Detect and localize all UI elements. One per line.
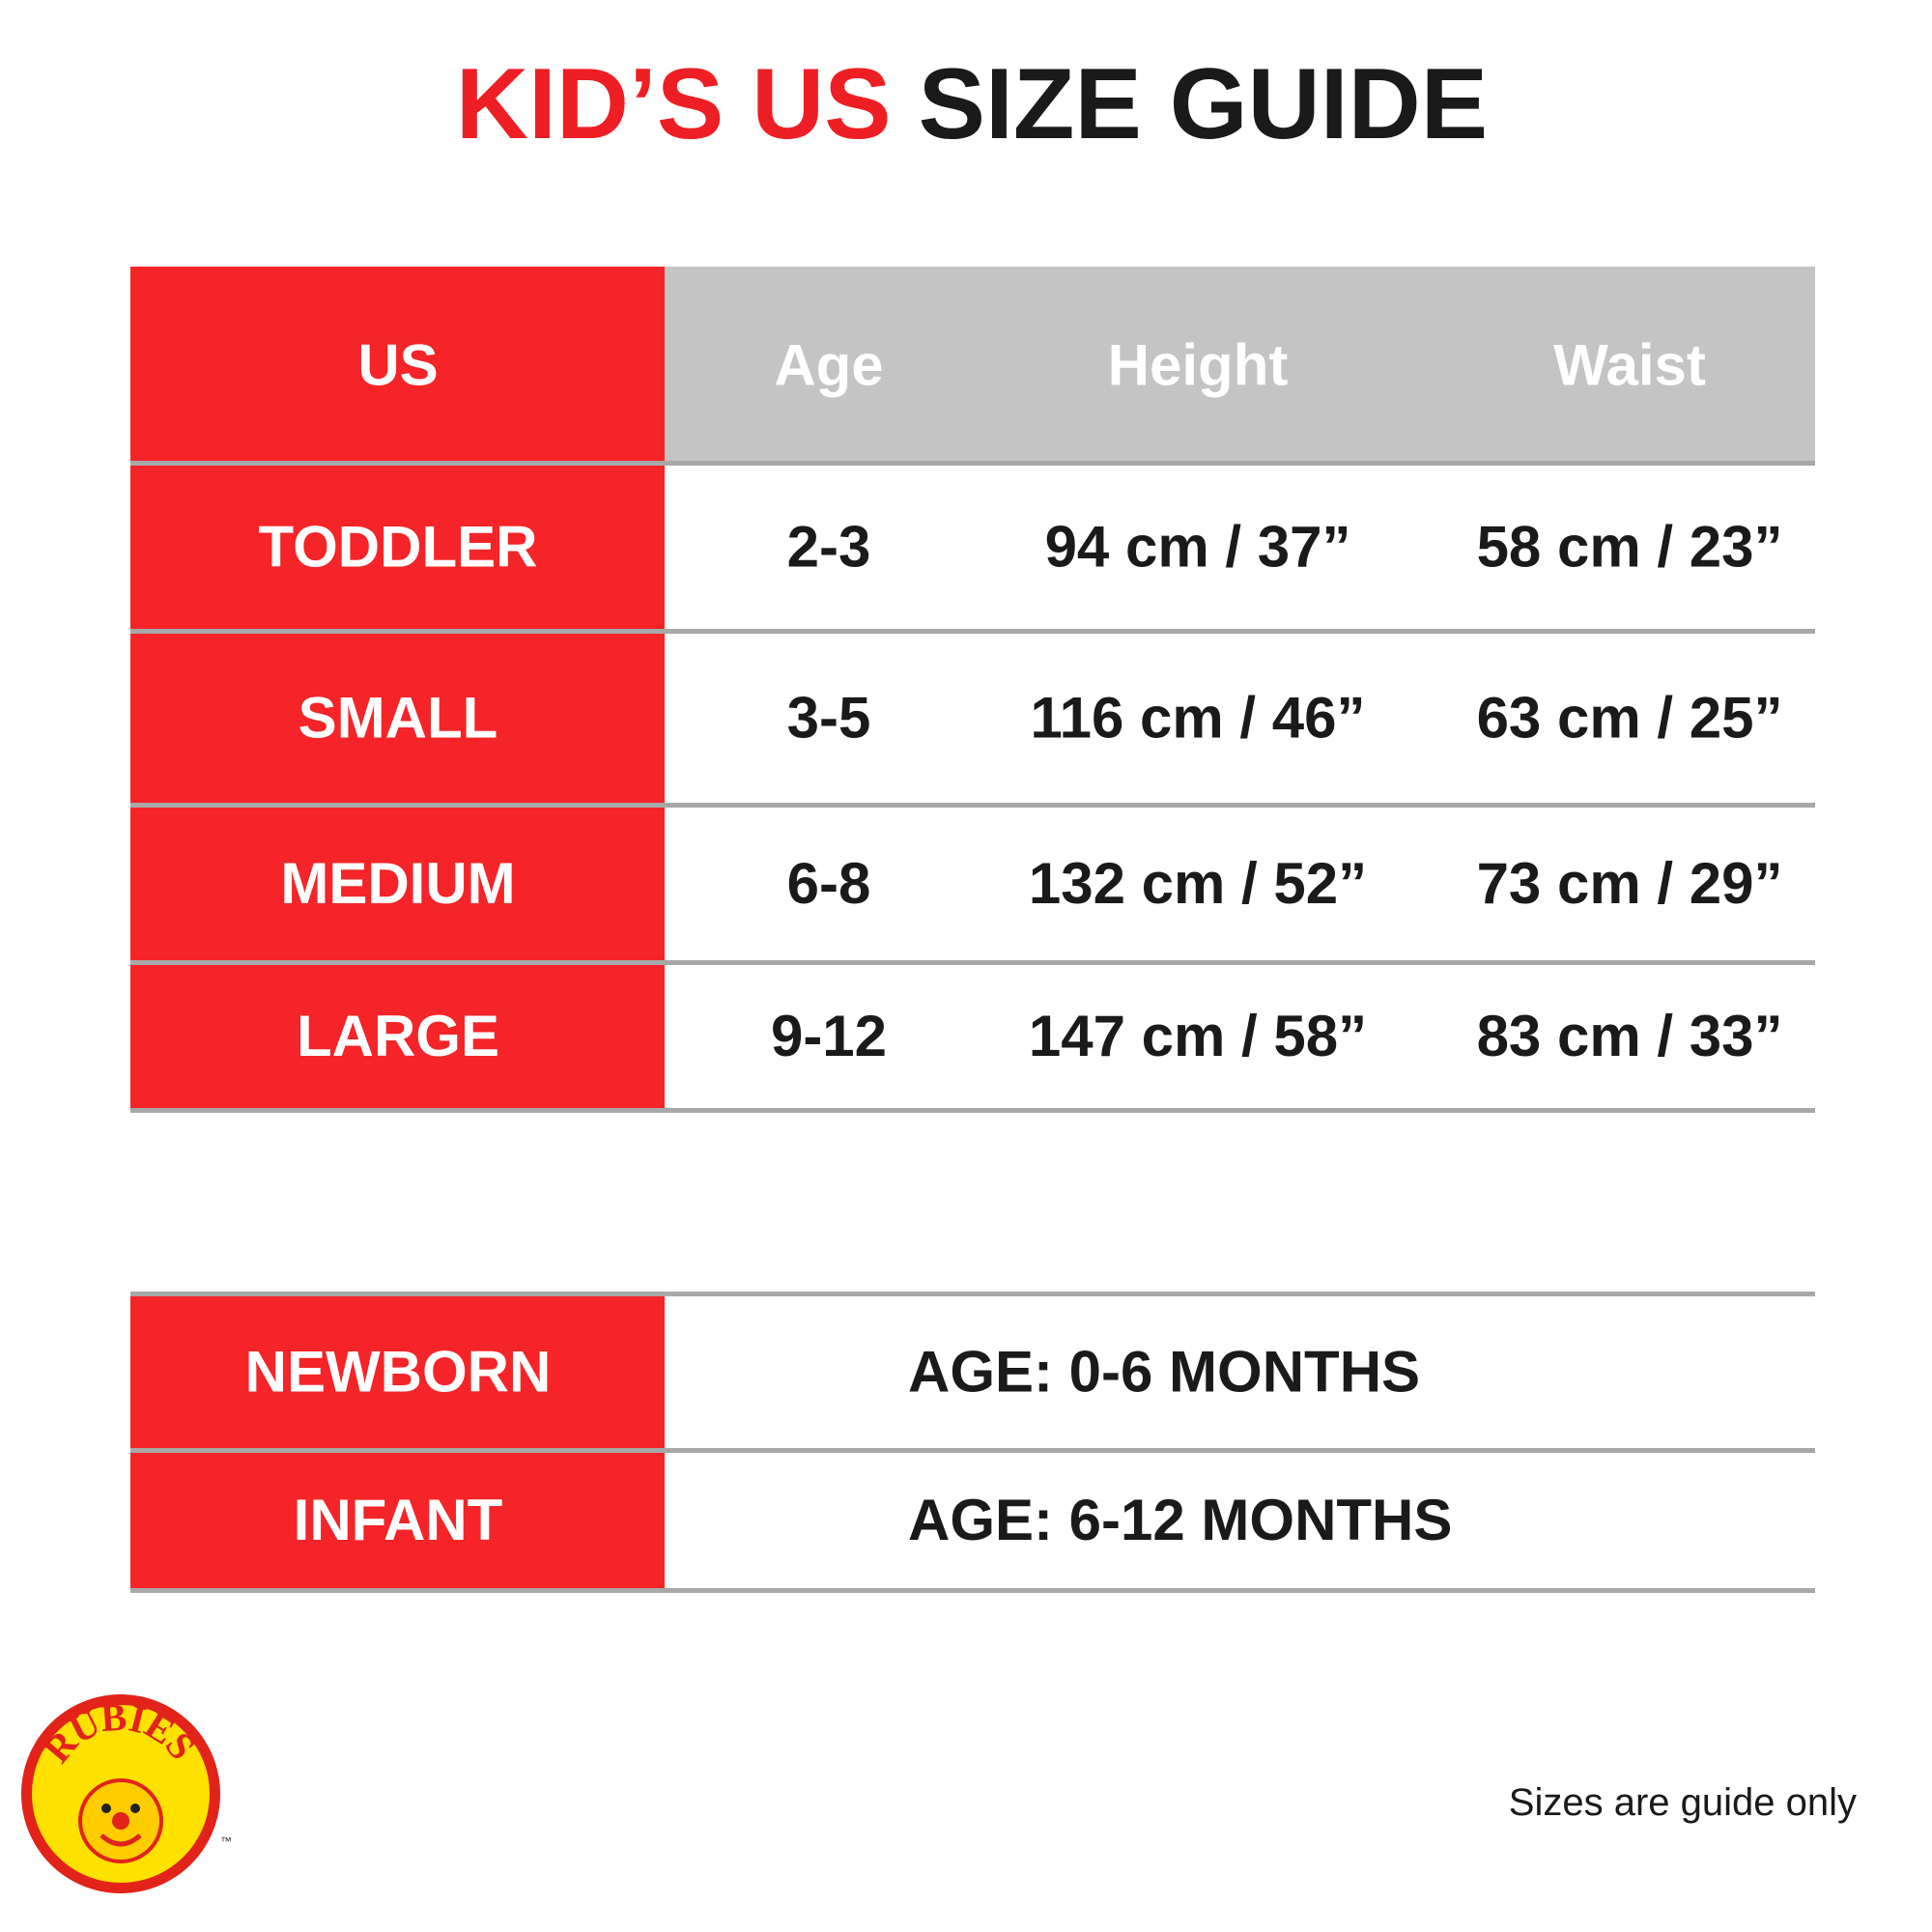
clown-nose: [112, 1812, 129, 1830]
header-cell: Waist: [1553, 333, 1706, 398]
header-cell: Height: [1108, 333, 1289, 398]
age-table: NEWBORN AGE: 0-6 MONTHS INFANT AGE: 6-12 MO…: [130, 1292, 1815, 1593]
footnote: Sizes are guide only: [1509, 1781, 1857, 1824]
size-label: INFANT: [294, 1488, 503, 1552]
size-label: NEWBORN: [245, 1340, 552, 1405]
cell: 116 cm / 46”: [1031, 686, 1366, 751]
divider: [130, 1588, 1815, 1593]
logo: RUBIES ™: [21, 1694, 232, 1893]
divider: [130, 461, 1815, 466]
clown-eye: [101, 1804, 111, 1813]
cell: 83 cm / 33”: [1477, 1004, 1783, 1068]
age-range: AGE: 6-12 MONTHS: [908, 1488, 1452, 1552]
age-range: AGE: 0-6 MONTHS: [908, 1340, 1420, 1405]
divider: [130, 1108, 1815, 1113]
size-label: LARGE: [297, 1004, 499, 1068]
cell: 132 cm / 52”: [1029, 851, 1367, 916]
header-cell: Age: [774, 333, 883, 398]
clown-smile: [99, 1833, 142, 1847]
divider: [130, 960, 1815, 965]
logo-trademark: ™: [220, 1834, 232, 1848]
cell: 147 cm / 58”: [1029, 1004, 1367, 1068]
size-column: [130, 267, 665, 1110]
cell: 58 cm / 23”: [1477, 515, 1783, 580]
divider: [130, 1292, 1815, 1296]
size-column: [130, 1293, 665, 1590]
clown-eye: [130, 1804, 140, 1813]
title-rest: SIZE GUIDE: [919, 48, 1488, 160]
header-cell: US: [357, 333, 438, 398]
cell: 73 cm / 29”: [1477, 851, 1783, 916]
header-band: [665, 267, 1815, 463]
divider: [130, 629, 1815, 634]
cell: 94 cm / 37”: [1045, 515, 1351, 580]
cell: 6-8: [787, 851, 871, 916]
cell: 9-12: [771, 1004, 887, 1068]
size-label: TODDLER: [259, 515, 538, 580]
divider: [130, 1448, 1815, 1453]
cell: 2-3: [787, 515, 871, 580]
size-label: SMALL: [298, 686, 498, 751]
main-table: US Age Height Waist TODDLER 2-3 94 cm / 37” 58 …: [130, 267, 1815, 1113]
title-highlight: KID’S US: [456, 48, 892, 160]
cell: 3-5: [787, 686, 871, 751]
divider: [130, 803, 1815, 808]
size-label: MEDIUM: [280, 851, 515, 916]
title: KID’S US SIZE GUIDE: [456, 48, 1488, 160]
cell: 63 cm / 25”: [1477, 686, 1783, 751]
